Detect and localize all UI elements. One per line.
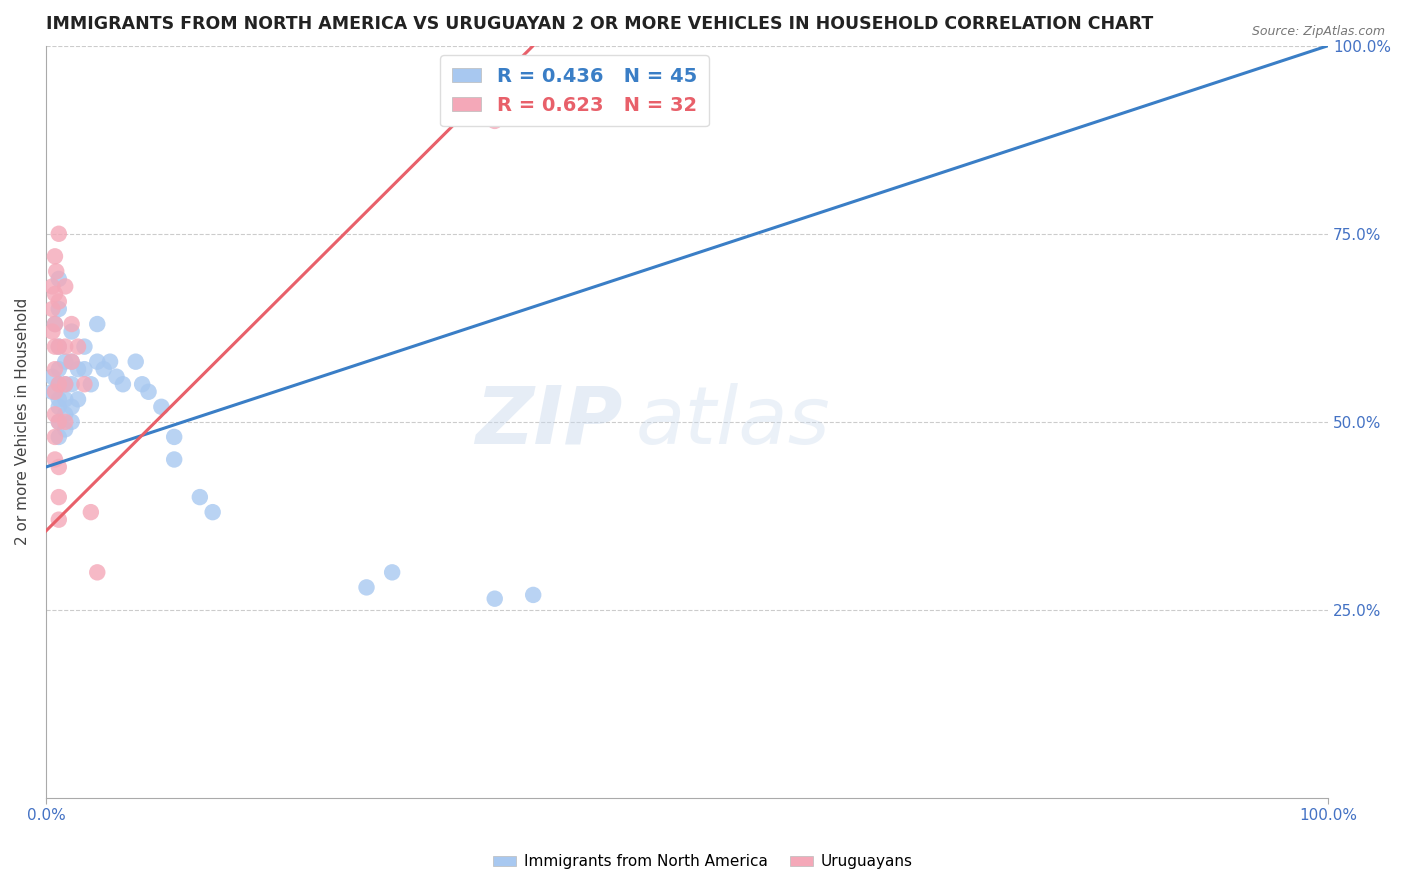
Point bbox=[86, 354, 108, 368]
Point bbox=[60, 400, 83, 414]
Point bbox=[201, 505, 224, 519]
Point bbox=[60, 354, 83, 368]
Point bbox=[60, 325, 83, 339]
Point bbox=[111, 377, 134, 392]
Point bbox=[48, 392, 70, 407]
Point bbox=[60, 377, 83, 392]
Point bbox=[66, 340, 89, 354]
Text: atlas: atlas bbox=[636, 383, 831, 461]
Point bbox=[150, 400, 173, 414]
Point bbox=[66, 362, 89, 376]
Point bbox=[44, 362, 66, 376]
Point bbox=[53, 340, 76, 354]
Point bbox=[80, 377, 103, 392]
Legend: Immigrants from North America, Uruguayans: Immigrants from North America, Uruguayan… bbox=[486, 848, 920, 875]
Point bbox=[48, 430, 70, 444]
Point bbox=[48, 460, 70, 475]
Point bbox=[73, 377, 96, 392]
Point bbox=[41, 369, 63, 384]
Point bbox=[41, 325, 63, 339]
Point bbox=[98, 354, 121, 368]
Point bbox=[138, 384, 160, 399]
Point bbox=[53, 392, 76, 407]
Point bbox=[48, 227, 70, 241]
Point bbox=[86, 317, 108, 331]
Point bbox=[381, 566, 404, 580]
Point bbox=[163, 452, 186, 467]
Point bbox=[53, 354, 76, 368]
Point bbox=[66, 392, 89, 407]
Text: Source: ZipAtlas.com: Source: ZipAtlas.com bbox=[1251, 25, 1385, 38]
Point bbox=[44, 249, 66, 263]
Point bbox=[44, 430, 66, 444]
Point bbox=[48, 294, 70, 309]
Point bbox=[48, 362, 70, 376]
Point bbox=[484, 114, 506, 128]
Point bbox=[60, 415, 83, 429]
Point bbox=[48, 340, 70, 354]
Point bbox=[44, 317, 66, 331]
Point bbox=[44, 287, 66, 301]
Point bbox=[356, 581, 378, 595]
Point bbox=[41, 384, 63, 399]
Point bbox=[80, 505, 103, 519]
Point bbox=[44, 384, 66, 399]
Point bbox=[125, 354, 148, 368]
Point bbox=[86, 566, 108, 580]
Point bbox=[163, 430, 186, 444]
Point bbox=[73, 362, 96, 376]
Point bbox=[53, 279, 76, 293]
Point bbox=[522, 588, 544, 602]
Point bbox=[73, 340, 96, 354]
Point bbox=[48, 513, 70, 527]
Point bbox=[48, 415, 70, 429]
Point bbox=[48, 340, 70, 354]
Point bbox=[48, 415, 70, 429]
Point bbox=[41, 279, 63, 293]
Point bbox=[41, 301, 63, 316]
Text: ZIP: ZIP bbox=[475, 383, 623, 461]
Point bbox=[105, 369, 128, 384]
Point bbox=[44, 408, 66, 422]
Point bbox=[48, 301, 70, 316]
Point bbox=[93, 362, 115, 376]
Text: IMMIGRANTS FROM NORTH AMERICA VS URUGUAYAN 2 OR MORE VEHICLES IN HOUSEHOLD CORRE: IMMIGRANTS FROM NORTH AMERICA VS URUGUAY… bbox=[46, 15, 1153, 33]
Point bbox=[48, 490, 70, 504]
Point bbox=[44, 317, 66, 331]
Point bbox=[60, 317, 83, 331]
Legend: R = 0.436   N = 45, R = 0.623   N = 32: R = 0.436 N = 45, R = 0.623 N = 32 bbox=[440, 55, 709, 127]
Point bbox=[48, 377, 70, 392]
Point bbox=[48, 377, 70, 392]
Point bbox=[53, 422, 76, 436]
Point bbox=[53, 377, 76, 392]
Point bbox=[131, 377, 153, 392]
Point bbox=[188, 490, 211, 504]
Point bbox=[48, 272, 70, 286]
Point bbox=[484, 591, 506, 606]
Point bbox=[44, 452, 66, 467]
Point bbox=[53, 408, 76, 422]
Point bbox=[60, 354, 83, 368]
Point bbox=[48, 400, 70, 414]
Point bbox=[45, 264, 67, 278]
Point bbox=[53, 415, 76, 429]
Point bbox=[53, 377, 76, 392]
Y-axis label: 2 or more Vehicles in Household: 2 or more Vehicles in Household bbox=[15, 298, 30, 546]
Point bbox=[44, 340, 66, 354]
